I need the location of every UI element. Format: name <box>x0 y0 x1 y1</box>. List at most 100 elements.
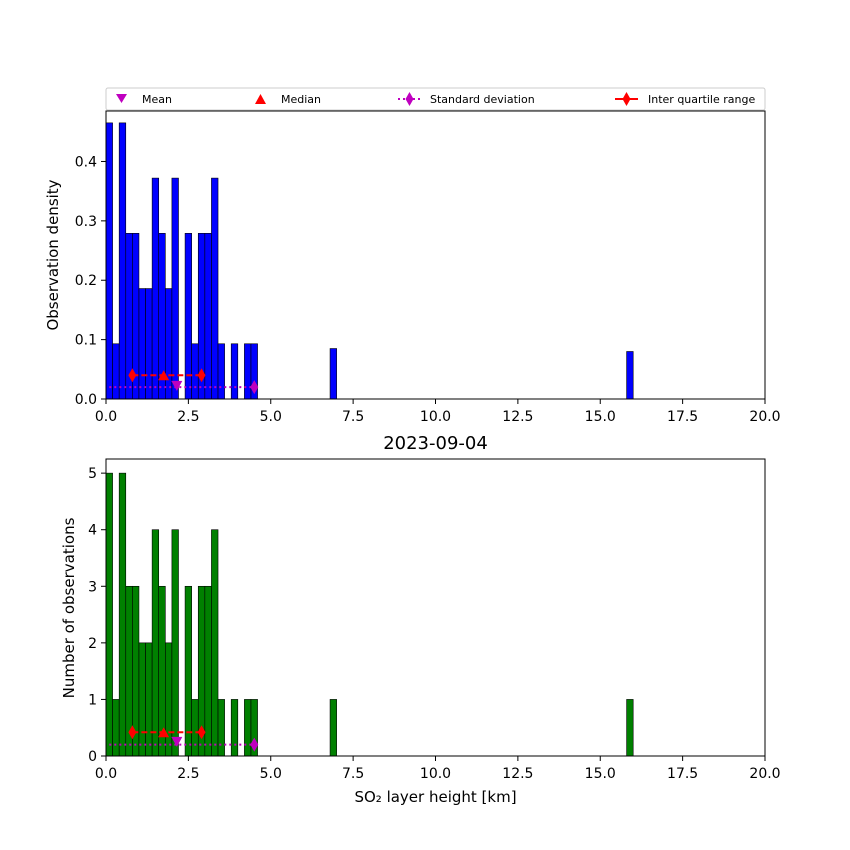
legend-label-std: Standard deviation <box>430 93 535 106</box>
legend-entry-iqr: Inter quartile range <box>615 92 755 106</box>
x-tick-label: 17.5 <box>667 766 698 782</box>
x-tick-label: 20.0 <box>749 409 780 425</box>
top-stats <box>109 368 259 395</box>
histogram-bar <box>165 288 173 400</box>
y-tick-label: 1 <box>88 692 97 708</box>
std-diamond-icon <box>405 92 414 106</box>
bottom-stats <box>109 725 259 752</box>
x-tick-label: 15.0 <box>585 409 616 425</box>
legend: Mean Median Standard deviation Inter qua… <box>105 87 766 111</box>
x-tick-label: 2.5 <box>177 409 199 425</box>
histogram-bar <box>211 529 219 757</box>
x-tick-label: 5.0 <box>260 766 282 782</box>
mean-marker <box>171 736 183 747</box>
legend-label-mean: Mean <box>142 93 172 106</box>
histogram-bar <box>230 699 239 757</box>
legend-frame <box>105 87 766 111</box>
bottom-x-axis-label: SO₂ layer height [km] <box>354 788 516 806</box>
top-y-ticks: 0.0 0.1 0.2 0.3 0.4 <box>75 154 106 408</box>
bottom-y-ticks: 0 1 2 3 4 5 <box>88 466 106 765</box>
y-tick-label: 0.1 <box>75 333 97 349</box>
histogram-bar <box>105 122 113 400</box>
std-end-marker <box>250 380 259 395</box>
top-y-axis-label: Observation density <box>44 179 62 330</box>
histogram-bar <box>138 288 146 400</box>
histogram-bar <box>217 699 225 757</box>
x-tick-label: 10.0 <box>420 766 451 782</box>
iqr-diamond-icon <box>622 92 631 106</box>
y-tick-label: 5 <box>88 466 97 482</box>
bottom-y-axis-label: Number of observations <box>60 517 78 698</box>
histogram-bar <box>329 348 337 400</box>
median-marker-icon <box>255 94 266 104</box>
histogram-bar <box>329 699 337 757</box>
iqr-end-marker <box>128 368 137 383</box>
legend-entry-std: Standard deviation <box>398 92 535 106</box>
x-tick-label: 7.5 <box>342 766 364 782</box>
x-tick-label: 7.5 <box>342 409 364 425</box>
y-tick-label: 3 <box>88 579 97 595</box>
histogram-bar <box>165 642 173 757</box>
x-tick-label: 2.5 <box>177 766 199 782</box>
histogram-bar <box>118 122 127 400</box>
bottom-bars <box>105 472 634 757</box>
histogram-bar <box>151 177 160 400</box>
y-tick-label: 0.4 <box>75 154 97 170</box>
legend-label-median: Median <box>281 93 321 106</box>
x-tick-label: 20.0 <box>749 766 780 782</box>
y-tick-label: 0 <box>88 749 97 765</box>
histogram-bar <box>191 699 199 757</box>
y-tick-label: 0.2 <box>75 273 97 289</box>
legend-label-iqr: Inter quartile range <box>648 93 755 106</box>
histogram-bar <box>230 343 239 400</box>
x-tick-label: 10.0 <box>420 409 451 425</box>
histogram-bar <box>145 288 153 400</box>
top-panel: 0.0 2.5 5.0 7.5 10.0 12.5 15.0 17.5 20.0 0.00.10… <box>44 110 781 425</box>
bottom-panel: 2023-09-04 0.0 2.5 5.0 7.5 10.0 12.5 15.0 17.5 2… <box>60 433 781 806</box>
x-tick-label: 5.0 <box>260 409 282 425</box>
histogram-bar <box>244 699 252 757</box>
bottom-panel-title: 2023-09-04 <box>383 433 488 454</box>
top-x-ticks: 0.0 2.5 5.0 7.5 10.0 12.5 15.0 17.5 20.0 <box>95 399 781 425</box>
bottom-x-ticks: 0.0 2.5 5.0 7.5 10.0 12.5 15.0 17.5 20.0 <box>95 756 781 782</box>
y-tick-label: 2 <box>88 636 97 652</box>
median-marker <box>158 370 170 381</box>
legend-entry-median: Median <box>255 93 321 106</box>
histogram-bar <box>112 343 120 400</box>
histogram-bar <box>138 642 146 757</box>
iqr-end-marker <box>197 725 206 740</box>
histogram-bar <box>204 585 212 757</box>
legend-entry-mean: Mean <box>116 93 172 106</box>
median-marker <box>158 727 170 738</box>
histogram-bar <box>184 585 192 757</box>
std-end-marker <box>250 737 259 752</box>
x-tick-label: 0.0 <box>95 409 117 425</box>
top-bars <box>105 122 634 400</box>
histogram-bar <box>184 233 192 400</box>
histogram-bar <box>171 177 179 400</box>
histogram-bar <box>191 343 199 400</box>
histogram-bar <box>112 699 120 757</box>
iqr-end-marker <box>128 725 137 740</box>
histogram-bar <box>626 351 634 400</box>
histogram-bar <box>145 642 153 757</box>
x-tick-label: 17.5 <box>667 409 698 425</box>
histogram-bar <box>626 699 634 757</box>
iqr-end-marker <box>197 368 206 383</box>
y-tick-label: 0.0 <box>75 392 97 408</box>
x-tick-label: 15.0 <box>585 766 616 782</box>
x-tick-label: 12.5 <box>502 766 533 782</box>
histogram-bar <box>105 472 113 757</box>
histogram-bar <box>118 472 127 757</box>
histogram-bar <box>217 343 225 400</box>
histogram-bar <box>211 177 219 400</box>
mean-marker-icon <box>116 94 127 103</box>
y-tick-label: 0.3 <box>75 214 97 230</box>
x-tick-label: 12.5 <box>502 409 533 425</box>
histogram-bar <box>171 529 179 757</box>
mean-marker <box>171 380 183 391</box>
y-tick-label: 4 <box>88 523 97 539</box>
histogram-bar <box>244 343 252 400</box>
histogram-bar <box>204 233 212 400</box>
